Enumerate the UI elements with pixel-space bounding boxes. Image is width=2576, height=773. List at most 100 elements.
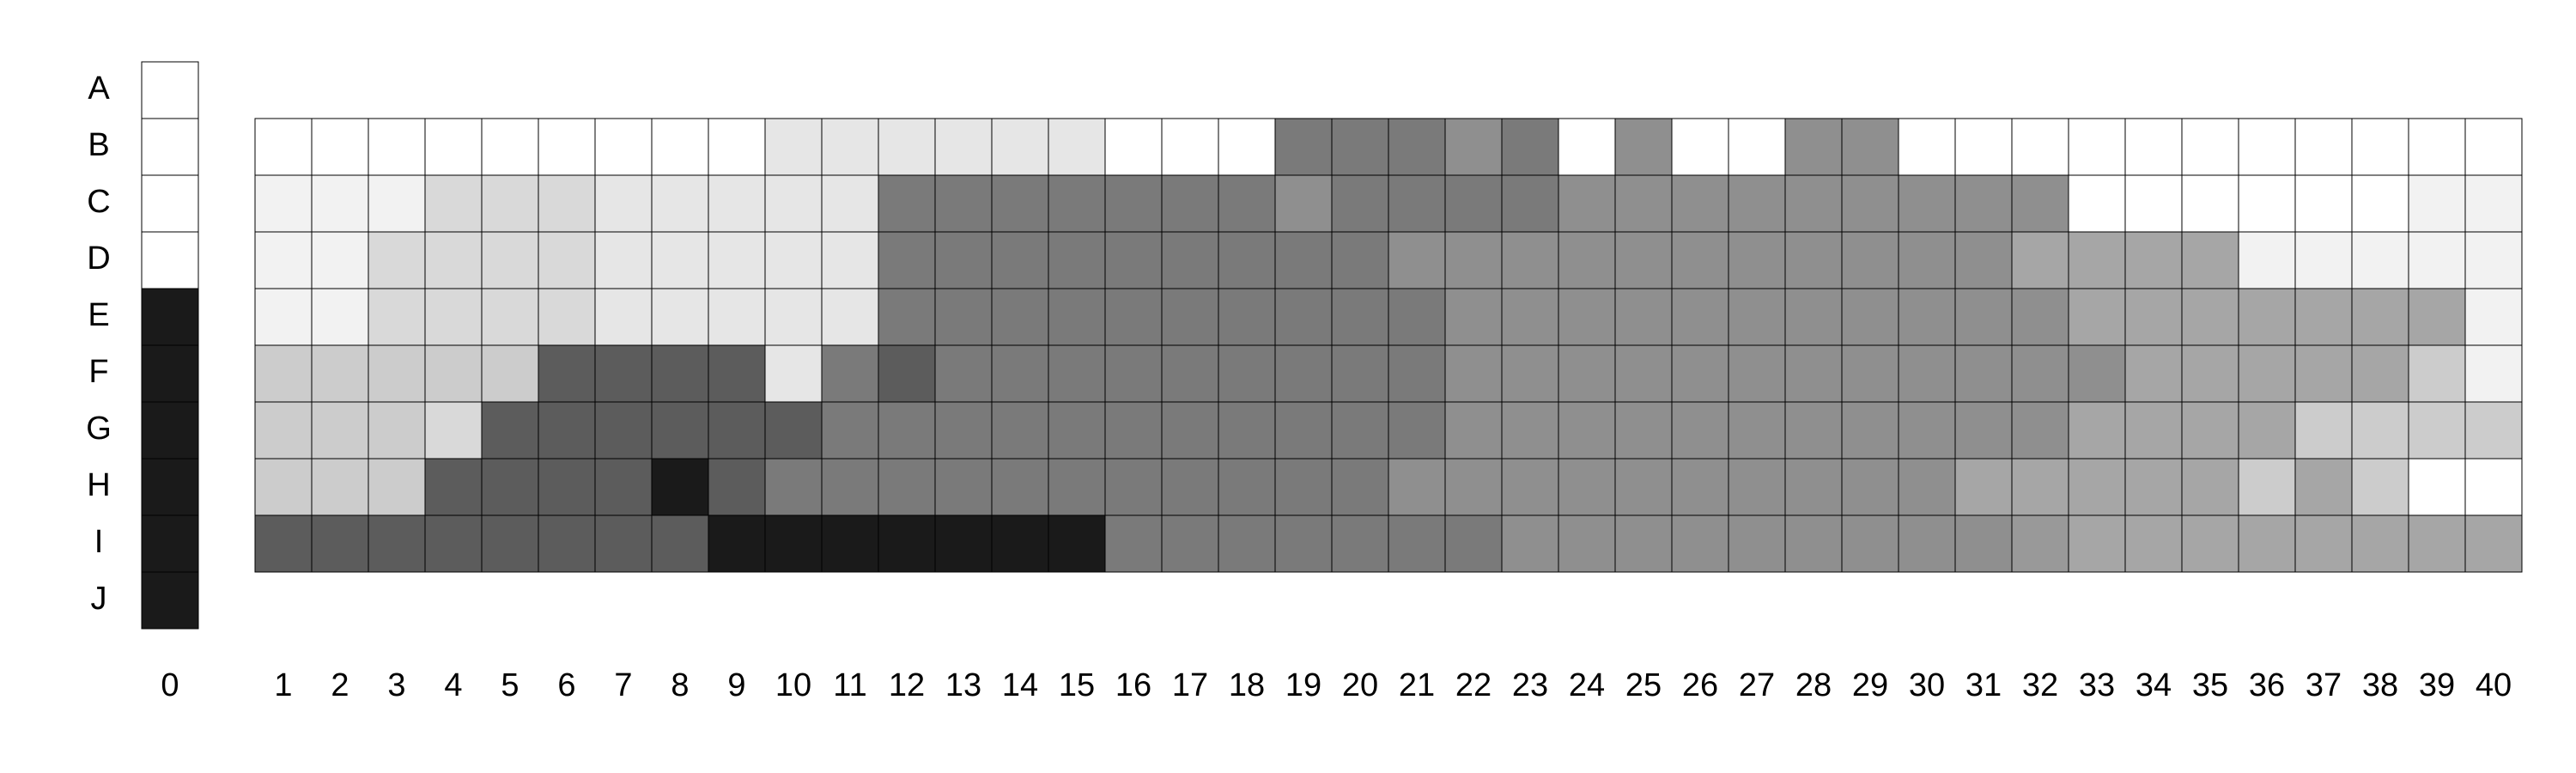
plate-cell-g-4 [424,401,483,460]
column-label-10: 10 [775,667,811,703]
plate-cell-d-23 [1501,231,1559,289]
column-label-22: 22 [1455,667,1492,703]
plate-cell-g-14 [991,401,1049,460]
plate-cell-g-33 [2068,401,2126,460]
plate-cell-b-36 [2238,118,2296,176]
plate-cell-c-31 [1954,174,2013,233]
plate-cell-i-19 [1274,514,1333,573]
plate-cell-f-8 [651,344,709,403]
plate-cell-b-3 [368,118,426,176]
plate-cell-e-12 [878,288,936,346]
plate-cell-i-29 [1841,514,1899,573]
column-label-1: 1 [274,667,292,703]
plate-cell-i-6 [538,514,596,573]
plate-cell-d-32 [2011,231,2069,289]
plate-cell-b-37 [2294,118,2353,176]
plate-cell-i-16 [1104,514,1163,573]
plate-cell-e-15 [1048,288,1106,346]
plate-cell-i-11 [821,514,879,573]
column-label-11: 11 [833,667,866,703]
row-label-c: C [87,184,110,220]
plate-cell-b-32 [2011,118,2069,176]
column-label-33: 33 [2079,667,2115,703]
plate-cell-h-18 [1218,458,1276,516]
plate-cell-g-32 [2011,401,2069,460]
plate-cell-b-28 [1784,118,1843,176]
plate-cell-b-8 [651,118,709,176]
plate-cell-b-7 [594,118,653,176]
column-label-3: 3 [387,667,405,703]
plate-cell-e-13 [934,288,993,346]
plate-cell-e-14 [991,288,1049,346]
column-label-14: 14 [1002,667,1038,703]
column-label-20: 20 [1342,667,1378,703]
plate-cell-e-2 [311,288,369,346]
plate-cell-g-12 [878,401,936,460]
plate-cell-d-36 [2238,231,2296,289]
plate-cell-c-9 [708,174,766,233]
plate-cell-e-20 [1331,288,1389,346]
plate-cell-i-12 [878,514,936,573]
plate-cell-d-19 [1274,231,1333,289]
plate-cell-d-16 [1104,231,1163,289]
plate-cell-f-7 [594,344,653,403]
column-label-18: 18 [1229,667,1265,703]
plate-cell-i-23 [1501,514,1559,573]
column-label-6: 6 [557,667,575,703]
column-label-9: 9 [727,667,745,703]
plate-cell-g-15 [1048,401,1106,460]
plate-cell-d-18 [1218,231,1276,289]
plate-cell-f-1 [254,344,313,403]
plate-cell-g-9 [708,401,766,460]
plate-cell-f-21 [1388,344,1446,403]
plate-cell-d-22 [1444,231,1503,289]
plate-cell-e-11 [821,288,879,346]
plate-cell-i-17 [1161,514,1219,573]
row-label-d: D [87,240,110,277]
plate-cell-b-15 [1048,118,1106,176]
plate-cell-h-9 [708,458,766,516]
plate-cell-e-3 [368,288,426,346]
column-label-31: 31 [1965,667,2002,703]
plate-cell-e-34 [2124,288,2183,346]
plate-cell-g-25 [1614,401,1673,460]
plate-cell-d-25 [1614,231,1673,289]
row-label-e: E [88,297,109,333]
plate-cell-h-8 [651,458,709,516]
plate-cell-d-7 [594,231,653,289]
plate-cell-f-10 [764,344,823,403]
plate-cell-g-39 [2408,401,2466,460]
plate-cell-d-37 [2294,231,2353,289]
plate-cell-e-19 [1274,288,1333,346]
plate-cell-b-21 [1388,118,1446,176]
plate-cell-d-39 [2408,231,2466,289]
column-label-5: 5 [501,667,519,703]
plate-cell-b-11 [821,118,879,176]
row-label-h: H [87,467,110,503]
column-label-8: 8 [671,667,689,703]
plate-cell-f-25 [1614,344,1673,403]
plate-cell-c-19 [1274,174,1333,233]
plate-cell-g-26 [1671,401,1729,460]
plate-cell-f-11 [821,344,879,403]
plate-cell-e-33 [2068,288,2126,346]
plate-cell-g-27 [1728,401,1786,460]
plate-cell-f-22 [1444,344,1503,403]
row-label-j: J [91,581,107,617]
plate-cell-g-1 [254,401,313,460]
plate-cell-f-26 [1671,344,1729,403]
plate-cell-e-4 [424,288,483,346]
plate-cell-f-30 [1898,344,1956,403]
plate-cell-g-6 [538,401,596,460]
column-label-23: 23 [1512,667,1548,703]
plate-cell-b-30 [1898,118,1956,176]
plate-cell-h-21 [1388,458,1446,516]
plate-cell-g-3 [368,401,426,460]
plate-cell-f-5 [481,344,539,403]
plate-cell-e-26 [1671,288,1729,346]
reference-cell-b [141,118,199,176]
plate-cell-d-4 [424,231,483,289]
plate-cell-h-35 [2181,458,2239,516]
plate-cell-h-16 [1104,458,1163,516]
